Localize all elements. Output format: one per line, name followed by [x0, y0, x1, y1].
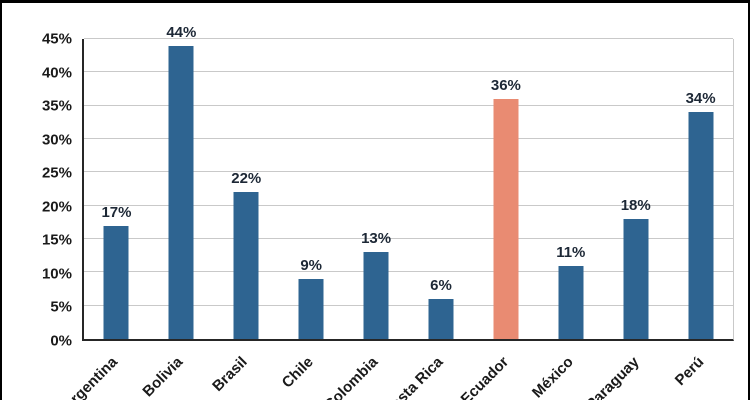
gridline: [84, 204, 733, 206]
bar-value-label: 44%: [166, 23, 197, 41]
bar-slot: 44%: [149, 25, 214, 339]
bar-slot: 6%: [409, 39, 474, 339]
x-axis: Argentina Bolivia Brasil Chile Colombia Costa…: [59, 344, 734, 400]
y-tick-label: 25%: [41, 164, 72, 182]
bar: [233, 192, 259, 339]
bar-chart: 0% 5% 10% 15% 20% 25% 30% 35% 40% 45% 17% 44% 22% 9%…: [2, 25, 734, 349]
bar-value-label: 6%: [430, 277, 452, 295]
y-tick-label: 5%: [50, 298, 72, 316]
plot-area: 17% 44% 22% 9% 13% 6% 36% 11% 18% 34%: [82, 25, 734, 341]
y-tick-label: 35%: [41, 97, 72, 115]
bar: [103, 225, 129, 339]
bar-slot: 36%: [473, 39, 538, 339]
gridline: [84, 138, 733, 139]
y-tick-label: 30%: [41, 131, 72, 149]
bar-slot: 9%: [279, 39, 344, 339]
bar-value-label: 17%: [101, 203, 132, 221]
gridline: [84, 38, 733, 39]
bar: [428, 299, 454, 339]
bar-value-label: 11%: [556, 243, 586, 261]
gridline: [84, 171, 733, 173]
gridline: [84, 104, 733, 106]
y-tick-label: 15%: [41, 231, 72, 249]
bar: [688, 112, 714, 339]
x-slot: Perú: [669, 344, 734, 400]
bar: [363, 252, 389, 339]
x-slot: Bolivia: [139, 344, 212, 400]
bar-highlighted: [493, 99, 519, 339]
x-slot: Argentina: [59, 344, 147, 400]
x-tick-label: Bolivia: [139, 353, 186, 400]
y-tick-label: 20%: [41, 198, 72, 216]
bar: [168, 45, 194, 339]
bar-value-label: 34%: [685, 90, 716, 108]
x-tick-label: Chile: [278, 353, 317, 392]
bar-slot: 34%: [668, 39, 733, 339]
bar-slot: 22%: [214, 39, 279, 339]
bar-slot: 11%: [538, 39, 603, 339]
x-tick-label: Perú: [671, 353, 708, 390]
y-tick-label: 10%: [41, 265, 72, 283]
bar: [298, 279, 324, 339]
y-tick-label: 0%: [50, 332, 72, 350]
gridline: [84, 238, 733, 239]
gridline: [84, 71, 733, 73]
x-slot: Paraguay: [582, 344, 669, 400]
bar-value-label: 13%: [361, 230, 392, 248]
y-axis: 0% 5% 10% 15% 20% 25% 30% 35% 40% 45%: [2, 32, 82, 349]
gridline: [84, 271, 733, 273]
bars-container: 17% 44% 22% 9% 13% 6% 36% 11% 18% 34%: [84, 25, 733, 339]
bar-value-label: 9%: [300, 257, 323, 274]
x-slot: Brasil: [209, 344, 277, 400]
y-tick-label: 45%: [41, 30, 72, 48]
bar-slot: 13%: [344, 39, 409, 339]
x-tick-label: Argentina: [59, 353, 121, 400]
bar-value-label: 22%: [231, 170, 262, 188]
bar-slot: 17%: [84, 39, 149, 339]
x-tick-label: Brasil: [209, 353, 252, 395]
y-tick-label: 40%: [41, 64, 72, 82]
bar-value-label: 18%: [620, 197, 651, 214]
bar: [558, 265, 584, 339]
bar-value-label: 36%: [490, 77, 521, 94]
x-slot: Ecuador: [457, 344, 538, 400]
gridline: [84, 304, 733, 306]
bar: [623, 219, 649, 339]
bar-slot: 18%: [603, 39, 668, 339]
